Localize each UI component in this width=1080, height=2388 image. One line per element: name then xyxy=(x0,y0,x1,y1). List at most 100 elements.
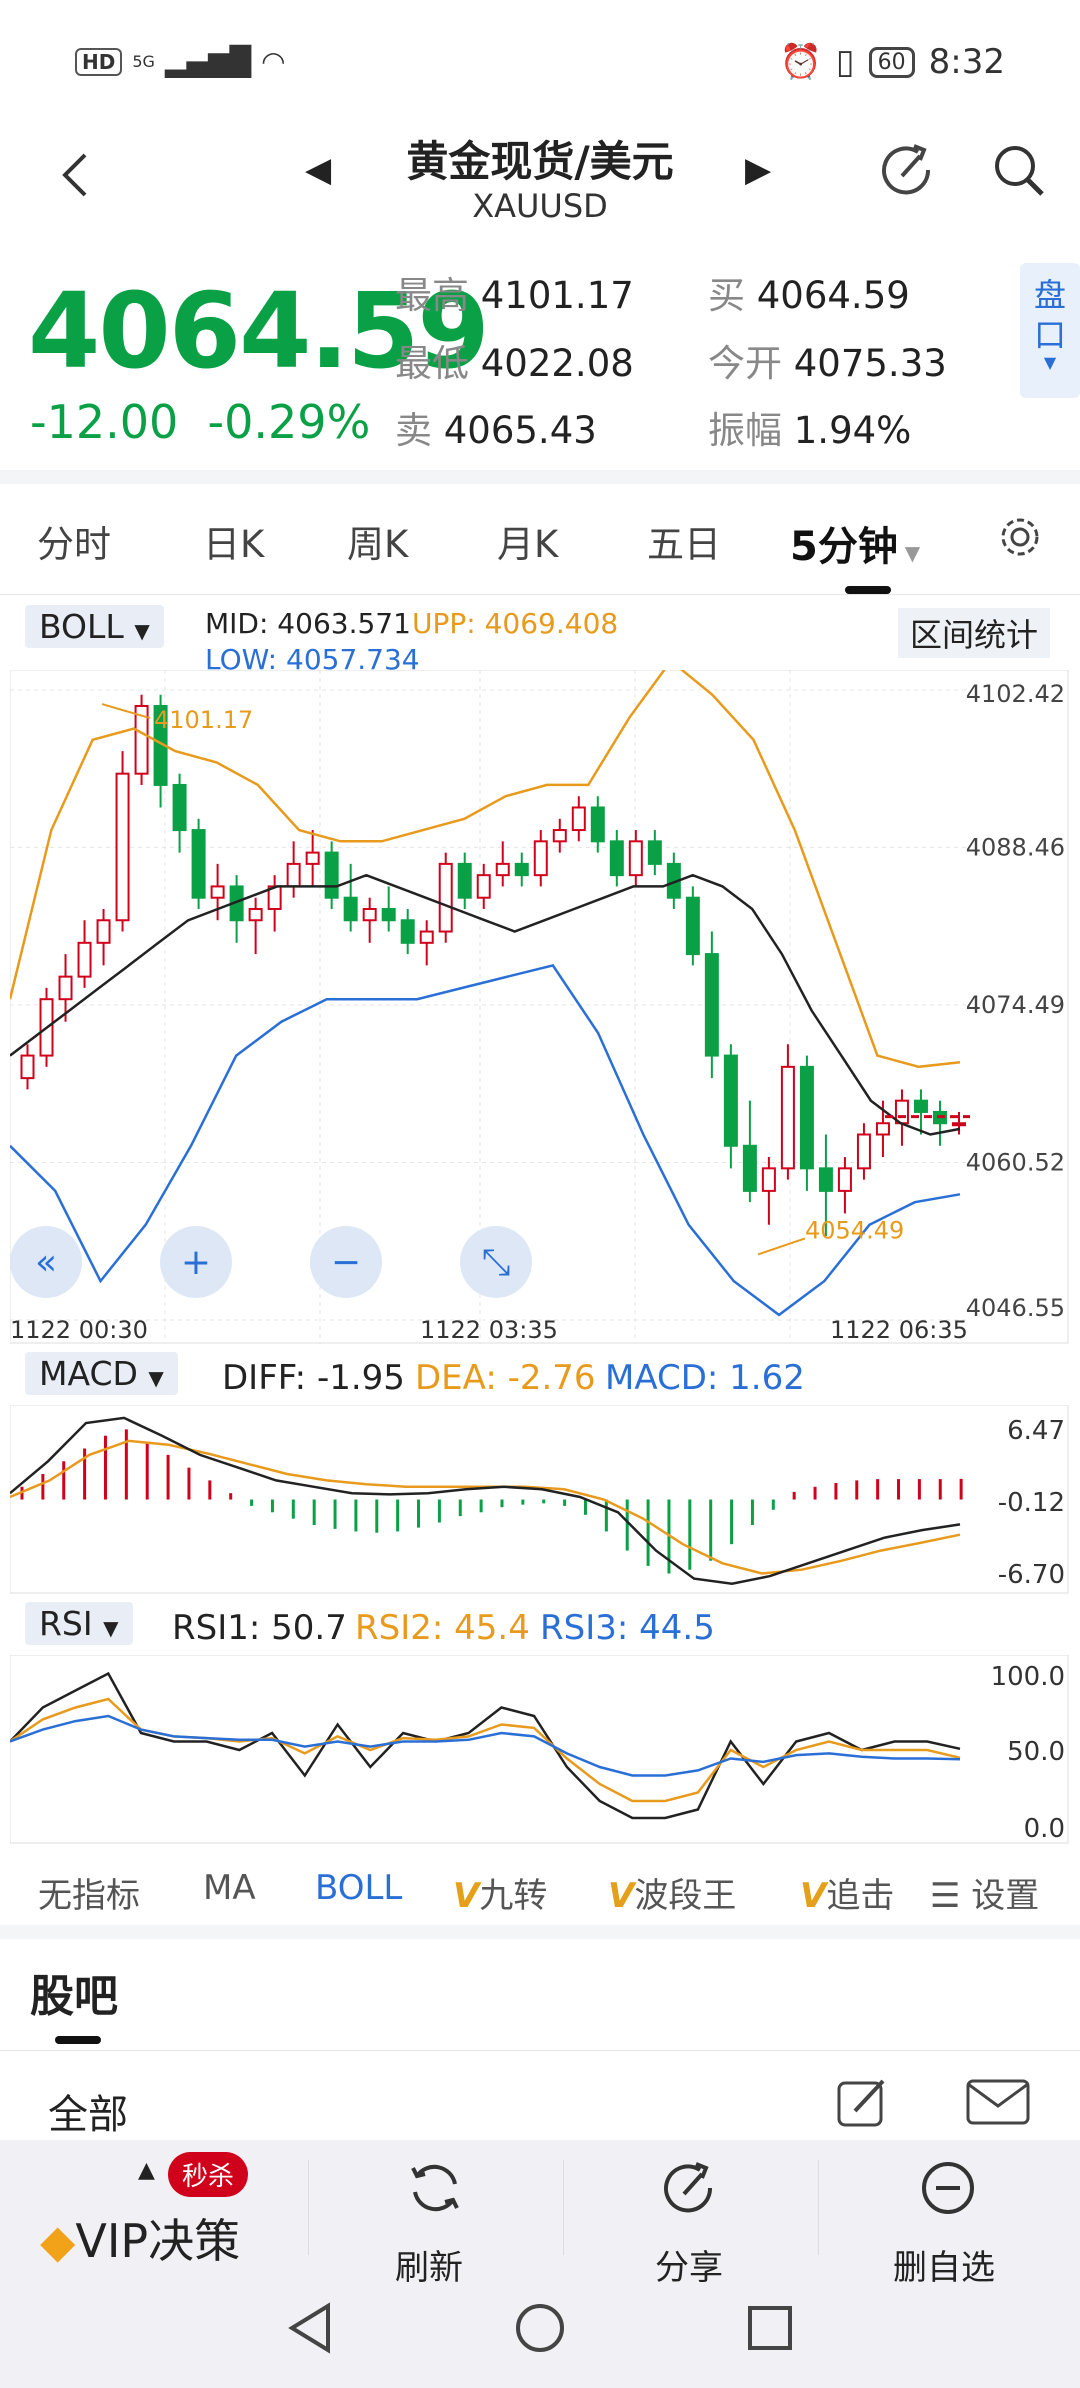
candle-body xyxy=(723,1054,738,1147)
indicator-jiuzhuan[interactable]: V九转 xyxy=(453,1868,547,1917)
edit-icon[interactable] xyxy=(835,2075,891,2135)
candle-body xyxy=(628,840,643,877)
refresh-button[interactable]: 刷新 xyxy=(395,2248,463,2288)
boll-selector[interactable]: BOLL ▼ xyxy=(25,605,164,648)
candle-body xyxy=(818,1167,833,1192)
macd-selector[interactable]: MACD ▼ xyxy=(25,1352,178,1395)
candle-body xyxy=(799,1065,814,1170)
candle-body xyxy=(533,840,548,877)
y-tick-label: 4060.52 xyxy=(966,1148,1065,1176)
tab-month-k[interactable]: 月K xyxy=(497,523,559,566)
tab-five-day[interactable]: 五日 xyxy=(647,523,721,566)
buy-row: 买 4064.59 xyxy=(708,265,910,319)
active-tab-indicator xyxy=(845,586,891,594)
expand-icon[interactable]: ⤡ xyxy=(460,1226,532,1298)
minus-circle-icon[interactable] xyxy=(918,2158,978,2222)
candle-body xyxy=(381,907,396,922)
signal-icon: 5G xyxy=(132,52,155,71)
candle-body xyxy=(286,862,301,888)
candle-body xyxy=(609,840,624,877)
candle-body xyxy=(400,919,415,944)
filter-all[interactable]: 全部 xyxy=(48,2092,128,2138)
vip-decision-label: VIP决策 xyxy=(75,2214,241,2268)
next-arrow-icon[interactable]: ▶ xyxy=(745,150,772,190)
candle-body xyxy=(438,862,453,933)
candle-body xyxy=(210,885,225,899)
rsi1: RSI1: 50.7 xyxy=(172,1608,347,1648)
tab-week-k[interactable]: 周K xyxy=(347,523,409,566)
indicator-ma[interactable]: MA xyxy=(203,1868,256,1908)
candle-body xyxy=(476,874,491,899)
nav-recent-icon[interactable] xyxy=(742,2300,798,2360)
candle-body xyxy=(514,862,529,877)
candle-body xyxy=(647,840,662,865)
macd-chart: 6.47 -0.12 -6.70 xyxy=(10,1405,1069,1594)
nav-home-icon[interactable] xyxy=(512,2300,568,2360)
tab-5min[interactable]: 5分钟 ▼ xyxy=(790,514,920,572)
candle-body xyxy=(875,1122,890,1136)
candle-body xyxy=(20,1054,35,1080)
indicator-settings-button[interactable]: ☰ 设置 xyxy=(930,1868,1040,1917)
zoom-out-icon[interactable]: − xyxy=(310,1226,382,1298)
zoom-in-icon[interactable]: + xyxy=(160,1226,232,1298)
expand-icon-glyph: ⤡ xyxy=(482,1242,511,1283)
zoom-out-icon-bg xyxy=(310,1226,382,1298)
chevron-down-icon: ▼ xyxy=(103,1616,119,1640)
tab-minute[interactable]: 分时 xyxy=(37,523,111,566)
candlestick-chart: 4102.42 4088.46 4074.49 4060.52 4046.55 4101.… xyxy=(10,670,1069,1344)
candle-body xyxy=(457,862,472,899)
candle-body xyxy=(324,851,339,899)
candle-body xyxy=(685,896,700,956)
prev-arrow-icon[interactable]: ◀ xyxy=(305,150,332,190)
search-icon[interactable] xyxy=(990,140,1050,204)
candle-body xyxy=(96,919,111,944)
candle-body xyxy=(552,829,567,843)
vip-decision-button[interactable]: ◆VIP决策 xyxy=(40,2205,240,2271)
boll-mid-line xyxy=(10,873,961,1136)
indicator-tabs: 无指标 MA BOLL V九转 V波段王 V追击 ☰ 设置 xyxy=(0,1850,1080,1925)
share-button[interactable]: 分享 xyxy=(655,2248,723,2288)
mail-icon[interactable] xyxy=(965,2078,1031,2132)
macd-selector-label: MACD xyxy=(39,1354,138,1393)
indicator-none[interactable]: 无指标 xyxy=(38,1876,140,1916)
candle-body xyxy=(913,1099,928,1113)
tab-day-k[interactable]: 日K xyxy=(203,523,265,566)
range-stats-button[interactable]: 区间统计 xyxy=(898,608,1051,658)
macd-dea: DEA: -2.76 xyxy=(415,1358,596,1398)
amp-row: 振幅 1.94% xyxy=(708,400,911,454)
share-icon[interactable] xyxy=(662,2158,722,2222)
caret-up-icon: ▲ xyxy=(138,2158,155,2183)
settings-icon[interactable] xyxy=(995,512,1045,566)
forum-title[interactable]: 股吧 xyxy=(30,1971,118,2022)
divider xyxy=(563,2160,564,2255)
boll-upp: UPP: 4069.408 xyxy=(412,607,619,640)
amp-value: 1.94% xyxy=(793,409,912,452)
divider xyxy=(0,470,1080,484)
order-book-button[interactable]: 盘口 ▼ xyxy=(1020,263,1080,398)
zoom-in-icon-bg xyxy=(160,1226,232,1298)
candle-body xyxy=(362,907,377,922)
symbol-code: XAUUSD xyxy=(472,187,608,225)
rsi3: RSI3: 44.5 xyxy=(540,1608,715,1648)
flash-sale-badge: 秒杀 xyxy=(168,2152,249,2197)
candle-body xyxy=(134,705,149,775)
rewind-icon[interactable]: « xyxy=(10,1226,82,1298)
back-icon[interactable] xyxy=(55,145,95,217)
divider xyxy=(0,594,1080,595)
indicator-zhuiji-label: 追击 xyxy=(826,1876,895,1916)
candle-body xyxy=(780,1065,795,1170)
sell-label: 卖 xyxy=(395,409,432,452)
nav-back-icon[interactable] xyxy=(282,2300,338,2360)
y-tick-label: -6.70 xyxy=(998,1560,1065,1590)
remove-watchlist-button[interactable]: 删自选 xyxy=(893,2248,995,2288)
indicator-boll[interactable]: BOLL xyxy=(315,1868,403,1908)
rsi-selector[interactable]: RSI ▼ xyxy=(25,1602,133,1645)
candle-body xyxy=(837,1167,852,1192)
refresh-icon[interactable] xyxy=(405,2158,465,2222)
indicator-bodwang[interactable]: V波段王 xyxy=(608,1868,736,1917)
high-row: 最高 4101.17 xyxy=(395,265,634,319)
price-change: -12.00 -0.29% xyxy=(30,395,370,449)
indicator-zhuiji[interactable]: V追击 xyxy=(800,1868,920,1917)
share-icon[interactable] xyxy=(880,140,940,204)
status-bar: HD 5G ▂▄▆█ ◠ ⏰ ▯ 60 8:32 xyxy=(0,0,1080,120)
